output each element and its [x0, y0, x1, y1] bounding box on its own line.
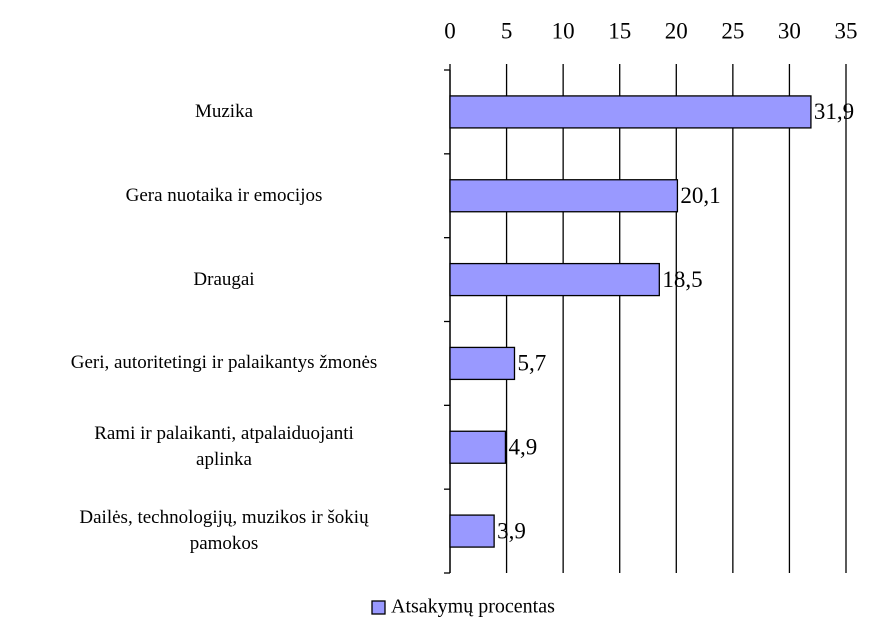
y-tick-label: Dailės, technologijų, muzikos ir šokių p…: [79, 507, 369, 555]
legend-swatch: [371, 600, 386, 615]
value-label: 4,9: [508, 435, 537, 460]
y-tick-label: Rami ir palaikanti, atpalaiduojanti apli…: [94, 423, 354, 471]
x-tick-label: 5: [501, 18, 513, 43]
x-tick-label: 30: [778, 18, 801, 43]
bar: [449, 430, 507, 464]
bar: [449, 514, 495, 548]
x-tick-label: 20: [665, 18, 688, 43]
y-tick-label: Gera nuotaika ir emocijos: [125, 184, 323, 206]
x-tick-label: 35: [835, 18, 858, 43]
y-tick-label: Geri, autoritetingi ir palaikantys žmonė…: [70, 352, 378, 374]
value-label: 20,1: [680, 183, 720, 208]
x-tick-label: 25: [721, 18, 744, 43]
y-tick-label: Draugai: [193, 268, 255, 290]
x-tick-label: 15: [608, 18, 631, 43]
x-tick-label: 10: [552, 18, 575, 43]
bar: [449, 179, 679, 213]
value-label: 31,9: [814, 99, 854, 124]
y-tick-label: Muzika: [194, 100, 254, 122]
bar: [449, 346, 516, 381]
x-tick-label: 0: [444, 18, 456, 43]
value-label: 18,5: [662, 267, 702, 292]
legend-label: Atsakymų procentas: [391, 596, 555, 618]
bar: [449, 95, 812, 129]
value-label: 5,7: [517, 351, 546, 376]
bar: [449, 262, 660, 297]
value-label: 3,9: [497, 518, 526, 543]
